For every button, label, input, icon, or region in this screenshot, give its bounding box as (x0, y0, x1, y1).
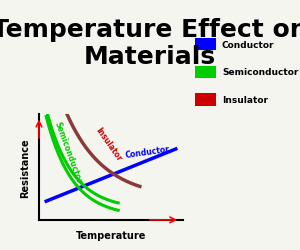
Text: Insulator: Insulator (93, 126, 123, 163)
Text: Resistance: Resistance (20, 138, 31, 197)
Text: Semiconductor: Semiconductor (222, 68, 298, 77)
Text: Temperature Effect on
Materials: Temperature Effect on Materials (0, 18, 300, 69)
Text: Conductor: Conductor (124, 144, 170, 159)
Text: Conductor: Conductor (222, 40, 274, 50)
Text: Semiconductor: Semiconductor (52, 120, 83, 184)
Text: Insulator: Insulator (222, 96, 268, 104)
Text: Temperature: Temperature (76, 230, 146, 240)
